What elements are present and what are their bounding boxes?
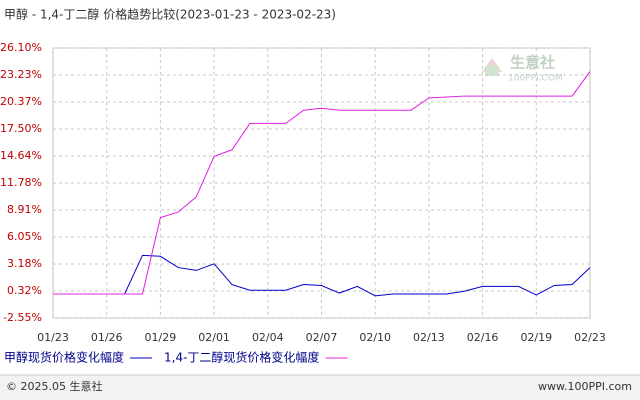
y-tick-label: 23.23% <box>0 68 42 81</box>
y-tick-label: 17.50% <box>0 122 42 135</box>
x-tick-label: 02/07 <box>306 331 338 344</box>
x-tick-label: 02/16 <box>467 331 499 344</box>
x-tick-label: 02/23 <box>574 331 606 344</box>
x-tick-label: 01/29 <box>145 331 177 344</box>
y-tick-label: 3.18% <box>7 257 42 270</box>
x-tick-label: 02/19 <box>520 331 552 344</box>
footer-bar <box>0 375 640 400</box>
y-tick-label: 14.64% <box>0 149 42 162</box>
watermark-logo <box>482 58 502 72</box>
x-tick-label: 01/26 <box>91 331 123 344</box>
x-tick-label: 02/01 <box>198 331 230 344</box>
series-line <box>53 254 591 297</box>
series-line <box>53 71 591 295</box>
legend-label: 1,4-丁二醇现货价格变化幅度 <box>164 350 319 365</box>
footer-site: www.100PPI.com <box>538 380 632 393</box>
y-tick-label: 8.91% <box>7 203 42 216</box>
y-tick-label: 26.10% <box>0 41 42 54</box>
x-tick-label: 01/23 <box>37 331 69 344</box>
y-tick-label: 11.78% <box>0 176 42 189</box>
x-tick-label: 02/04 <box>252 331 284 344</box>
watermark-site: 100PPI.COM <box>508 74 563 84</box>
x-tick-label: 02/13 <box>413 331 445 344</box>
legend-label: 甲醇现货价格变化幅度 <box>4 350 124 365</box>
x-tick-label: 02/10 <box>359 331 391 344</box>
y-tick-label: -2.55% <box>3 311 42 324</box>
footer-copyright: © 2025.05 生意社 <box>6 379 102 393</box>
watermark-name: 生意社 <box>510 54 555 72</box>
watermark: 生意社 100PPI.COM <box>482 54 563 84</box>
chart-title: 甲醇 - 1,4-丁二醇 价格趋势比较(2023-01-23 - 2023-02… <box>4 7 336 22</box>
watermark-logo <box>485 66 499 76</box>
y-tick-label: 0.32% <box>7 284 42 297</box>
y-tick-label: 6.05% <box>7 230 42 243</box>
y-tick-label: 20.37% <box>0 95 42 108</box>
